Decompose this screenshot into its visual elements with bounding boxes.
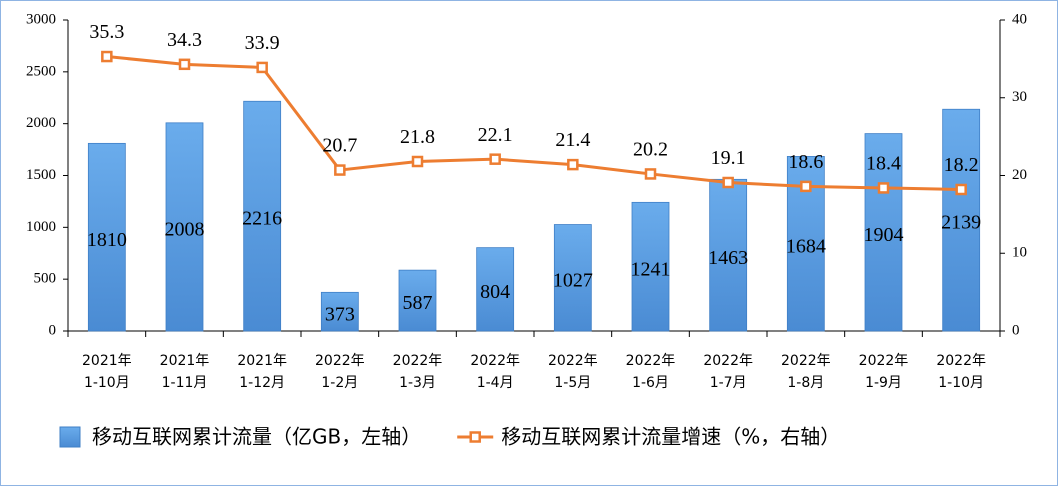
line-marker [955, 183, 967, 196]
x-tick-label: 2022年 1-4月 [470, 353, 520, 391]
bar [320, 291, 359, 332]
line-marker [489, 153, 501, 165]
line-marker [178, 58, 191, 71]
y-tick-label: 2000 [26, 115, 56, 131]
legend-swatch [469, 431, 481, 443]
bar [709, 178, 748, 332]
y-tick-label: 0 [49, 322, 57, 338]
line-value-label: 18.6 [788, 151, 823, 173]
line-value-label: 18.2 [944, 154, 979, 176]
legend-swatch [59, 426, 81, 448]
bar [476, 247, 515, 332]
y-tick-label: 3000 [26, 11, 56, 27]
x-tick-label: 2021年 1-10月 [82, 353, 132, 391]
y2-tick-label: 10 [1012, 245, 1027, 261]
x-tick-label: 2022年 1-10月 [936, 353, 986, 391]
bar [942, 108, 981, 332]
y2-tick-label: 40 [1012, 11, 1027, 27]
x-tick-label: 2022年 1-3月 [393, 353, 443, 391]
line-marker [411, 155, 424, 168]
bar-value-label: 1027 [553, 269, 593, 291]
x-tick-label: 2022年 1-7月 [703, 353, 753, 391]
bar [87, 142, 126, 332]
line-value-label: 18.4 [866, 153, 901, 175]
line-value-label: 19.1 [711, 147, 746, 169]
line-marker [644, 168, 657, 180]
line-marker [334, 164, 346, 176]
x-tick-label: 2022年 1-9月 [859, 353, 909, 391]
bar [631, 201, 670, 332]
x-tick-label: 2022年 1-2月 [315, 353, 365, 391]
bar-value-label: 587 [403, 292, 433, 314]
line-marker [800, 180, 812, 193]
line-marker [256, 61, 268, 74]
line [106, 55, 962, 191]
x-tick-label: 2021年 1-11月 [160, 353, 210, 391]
bar [553, 224, 592, 332]
bar-value-label: 373 [325, 303, 355, 325]
bar [243, 100, 282, 332]
bar-value-label: 1463 [708, 247, 748, 269]
y-tick-label: 2500 [26, 63, 56, 79]
bar [864, 133, 903, 332]
line-value-label: 21.8 [400, 126, 435, 148]
y2-tick-label: 20 [1012, 167, 1027, 183]
x-tick-label: 2022年 1-6月 [626, 353, 676, 391]
legend-label: 移动互联网累计流量（亿GB，左轴） [92, 425, 421, 449]
bar-value-label: 2008 [165, 219, 205, 241]
y-tick-label: 1000 [26, 219, 56, 235]
bar-value-label: 1684 [786, 235, 826, 257]
bar-value-label: 1810 [87, 229, 127, 251]
bar-value-label: 804 [480, 281, 510, 303]
line-value-label: 22.1 [478, 124, 513, 146]
x-tick-label: 2021年 1-12月 [237, 353, 287, 391]
y-tick-label: 1500 [26, 167, 56, 183]
bar-value-label: 2139 [941, 212, 981, 234]
y2-tick-label: 30 [1012, 89, 1027, 105]
x-tick-label: 2022年 1-5月 [548, 353, 598, 391]
bar [398, 269, 437, 332]
bar-value-label: 2216 [242, 208, 282, 230]
bar-value-label: 1241 [631, 258, 671, 280]
bar [165, 122, 204, 332]
legend-label: 移动互联网累计流量增速（%，右轴） [501, 425, 840, 449]
line-marker [877, 182, 890, 194]
x-tick-label: 2022年 1-8月 [781, 353, 831, 391]
bar-value-label: 1904 [864, 224, 904, 246]
line-value-label: 33.9 [245, 32, 280, 54]
line-value-label: 20.7 [322, 135, 357, 157]
line-value-label: 20.2 [633, 139, 668, 161]
line-value-label: 34.3 [167, 29, 202, 51]
line-marker [567, 158, 579, 171]
line-value-label: 35.3 [89, 21, 124, 43]
line-marker [722, 176, 734, 189]
y2-tick-label: 0 [1012, 322, 1020, 338]
y-tick-label: 500 [34, 271, 57, 287]
line-marker [101, 50, 113, 63]
line-value-label: 21.4 [555, 129, 590, 151]
